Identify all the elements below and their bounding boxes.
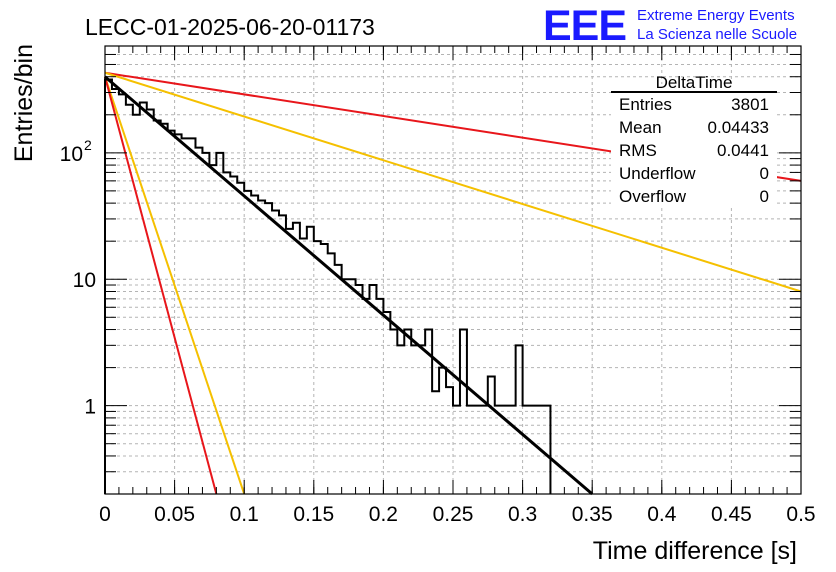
run-title: LECC-01-2025-06-20-01173 — [85, 14, 375, 40]
fit-line — [104, 75, 594, 496]
tick-labels: 0 0.05 0.1 0.15 0.2 0.25 0.3 0.35 0.4 0.45 0.5 1 10 1… — [60, 137, 816, 526]
stats-title: DeltaTime — [656, 73, 733, 92]
x-axis-title: Time difference [s] — [593, 537, 797, 565]
x-tick-label: 0.3 — [508, 503, 537, 526]
reference-lines — [104, 71, 802, 495]
stats-row-label: Entries — [619, 95, 672, 114]
stats-row-label: Underflow — [619, 164, 696, 183]
reference-line — [104, 76, 218, 495]
eee-logo-text: EEE — [543, 2, 626, 50]
stats-row-value: 0 — [760, 187, 769, 206]
y-axis-title: Entries/bin — [10, 44, 38, 162]
stats-row-value: 0.0441 — [717, 141, 769, 160]
stats-row-value: 3801 — [731, 95, 769, 114]
stats-row-label: Mean — [619, 118, 662, 137]
logo-tagline-2: La Scienza nelle Scuole — [637, 26, 797, 43]
histogram-bins — [104, 78, 552, 494]
y-tick-label: 1 — [84, 396, 96, 419]
x-tick-label: 0.35 — [572, 503, 613, 526]
stats-row-label: Overflow — [619, 187, 687, 206]
eee-logo: EEE Extreme Energy Events La Scienza nel… — [543, 2, 797, 50]
histogram-outline — [104, 78, 552, 494]
x-tick-label: 0.5 — [786, 503, 815, 526]
x-tick-label: 0.45 — [711, 503, 752, 526]
y-tick-label-exponent: 2 — [84, 137, 92, 153]
y-tick-label: 10 — [60, 143, 83, 166]
x-tick-label: 0.1 — [230, 503, 259, 526]
logo-tagline-1: Extreme Energy Events — [637, 7, 795, 24]
x-tick-label: 0.05 — [154, 503, 195, 526]
stats-row-value: 0.04433 — [708, 118, 769, 137]
x-tick-label: 0.2 — [369, 503, 398, 526]
reference-line — [104, 71, 802, 293]
x-tick-label: 0 — [99, 503, 111, 526]
stats-row-label: RMS — [619, 141, 657, 160]
stats-row-value: 0 — [760, 164, 769, 183]
x-tick-label: 0.15 — [293, 503, 334, 526]
x-tick-label: 0.25 — [433, 503, 474, 526]
fit-line-group — [104, 75, 594, 496]
x-tick-label: 0.4 — [647, 503, 677, 526]
stats-box: DeltaTime Entries 3801 Mean 0.04433 RMS 0.044… — [611, 73, 777, 208]
y-tick-label: 10 — [73, 269, 96, 292]
axis-ticks — [104, 45, 802, 495]
reference-line — [104, 76, 246, 495]
stats-rows: Entries 3801 Mean 0.04433 RMS 0.0441 Underflow… — [619, 95, 769, 206]
